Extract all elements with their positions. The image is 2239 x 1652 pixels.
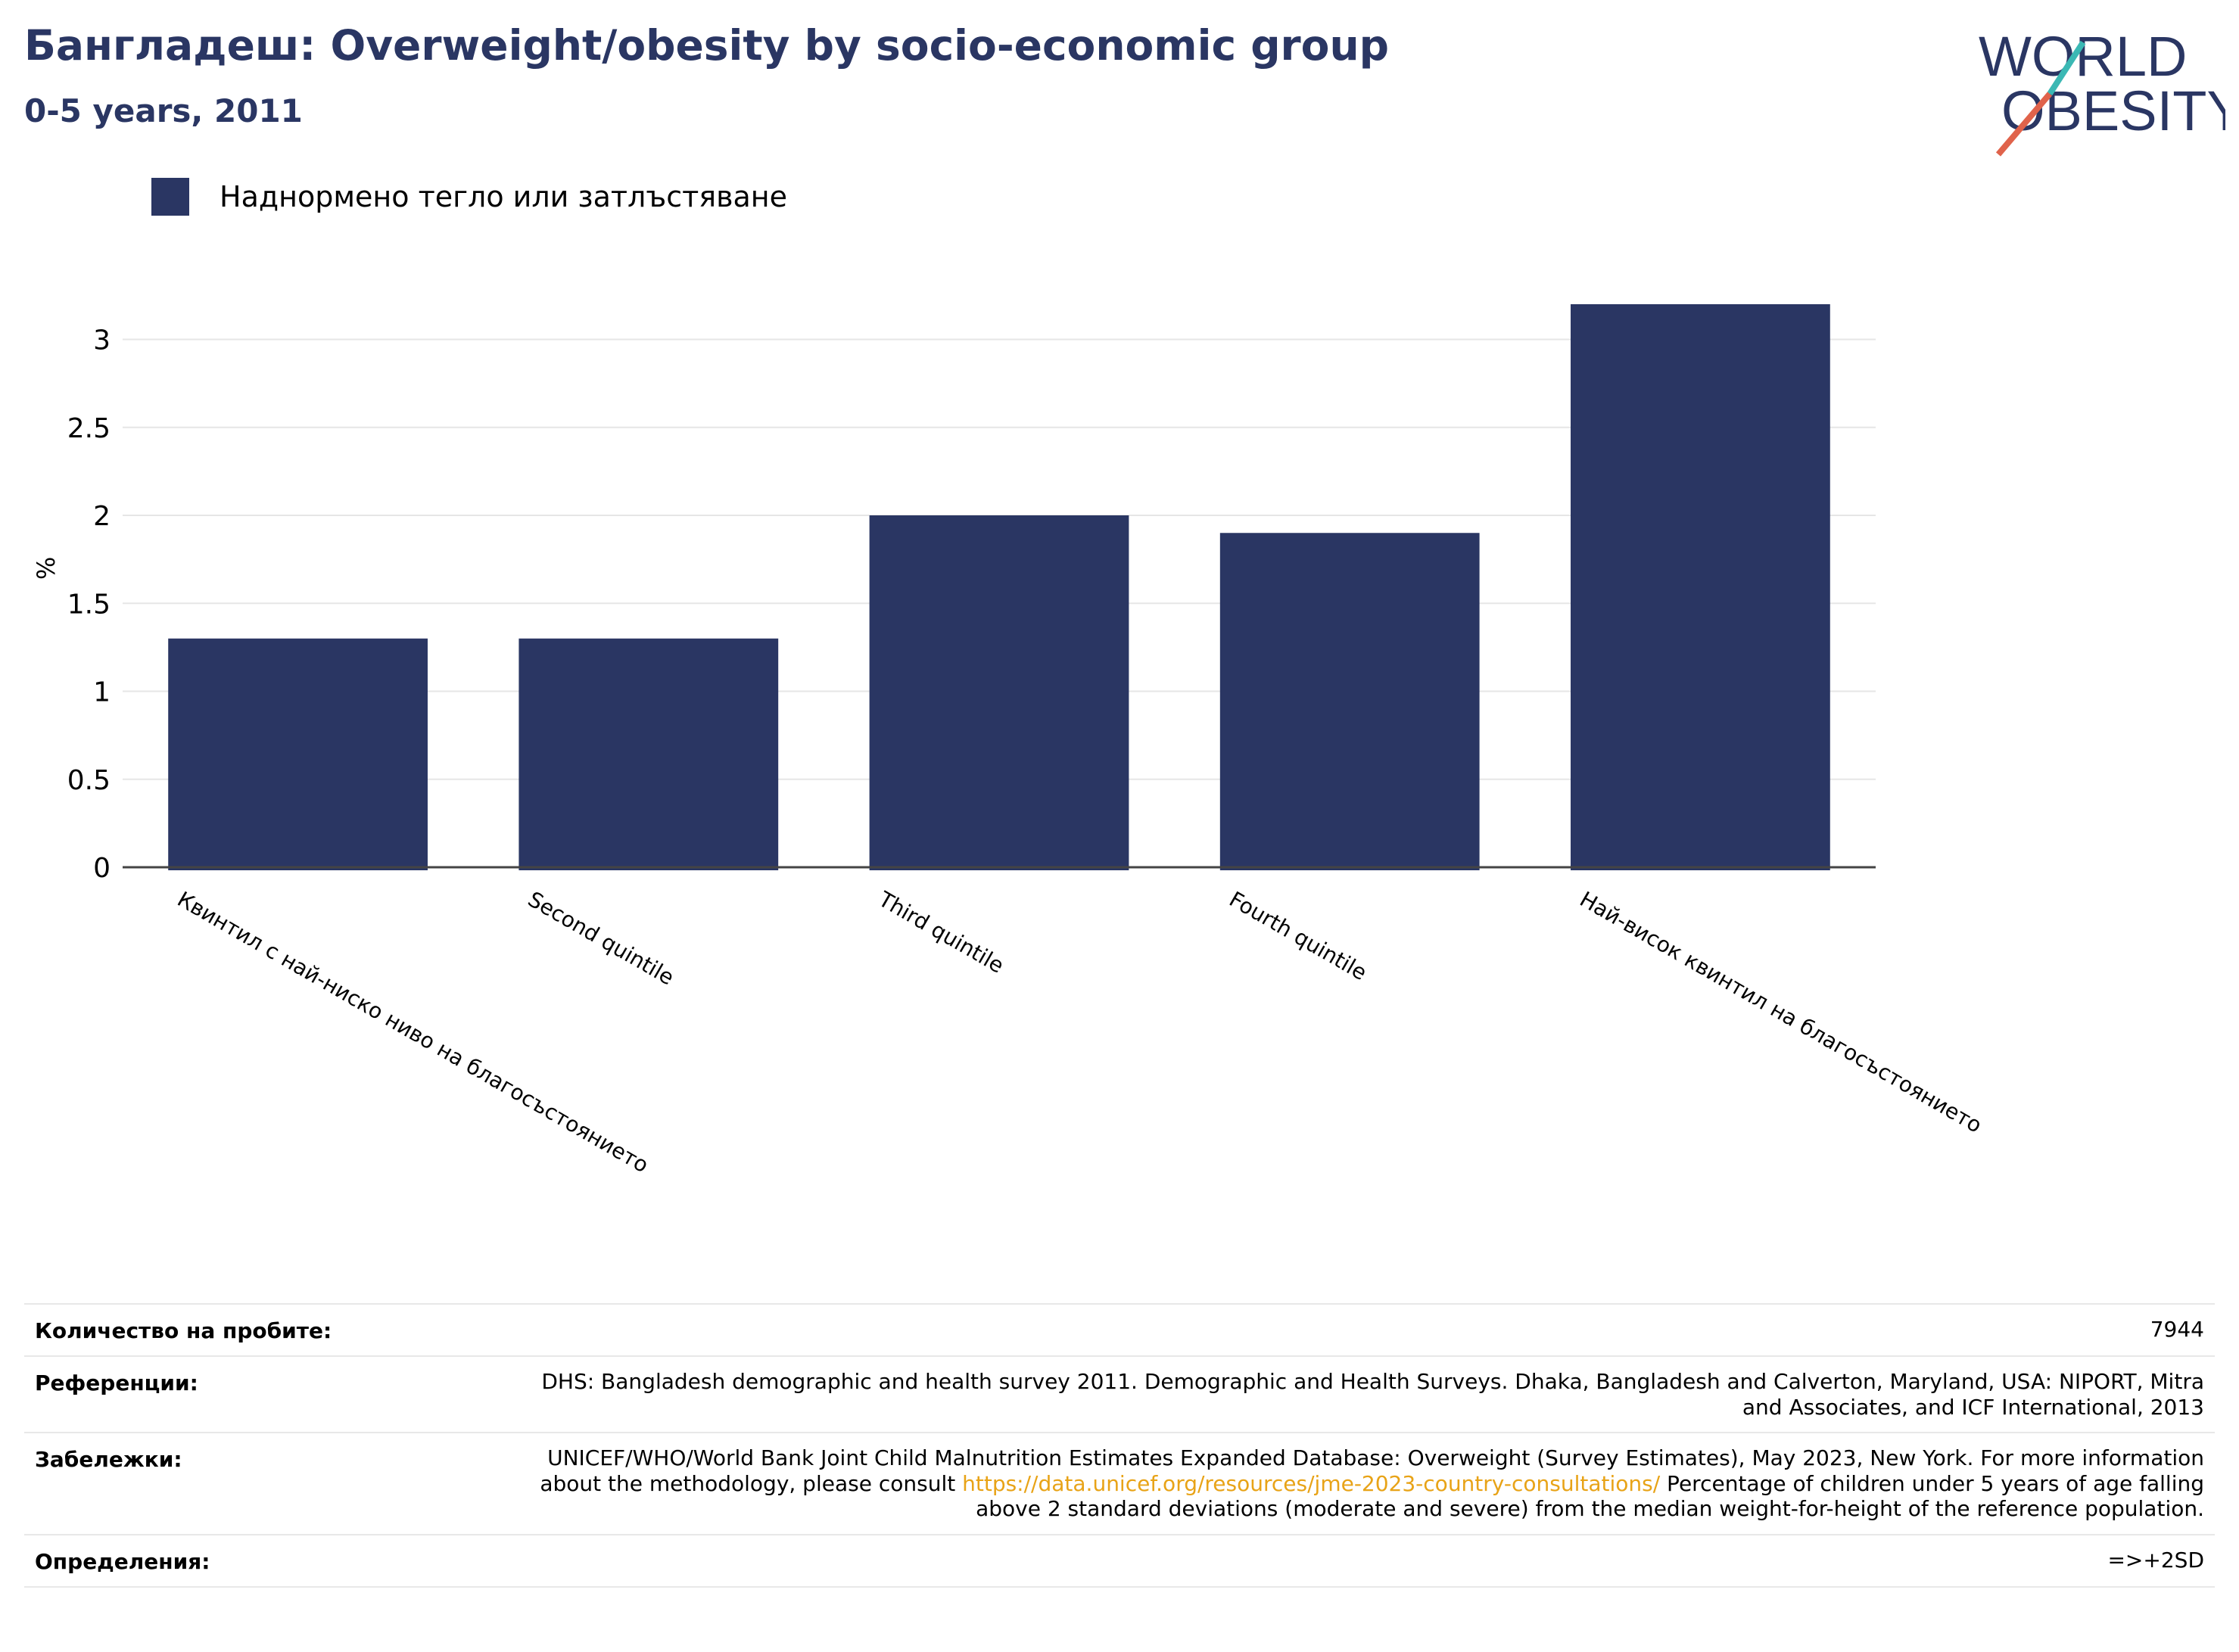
logo-slash-top — [2047, 40, 2086, 96]
bar — [1219, 533, 1480, 870]
notes-text-2: Percentage of children under 5 years of … — [976, 1470, 2204, 1522]
definitions-label: Определения: — [35, 1548, 210, 1574]
bar — [869, 515, 1129, 870]
bar — [168, 638, 428, 870]
meta-row-references: Референции: DHS: Bangladesh demographic … — [24, 1355, 2215, 1432]
legend-label: Наднормено тегло или затлъстяване — [220, 180, 787, 213]
bar — [1571, 304, 1830, 870]
notes-text: UNICEF/WHO/World Bank Joint Child Malnut… — [540, 1445, 2204, 1496]
notes-label: Забележки: — [35, 1447, 182, 1473]
logo-text-world: WORLD — [1979, 25, 2187, 88]
sample-size-label: Количество на пробите: — [35, 1318, 332, 1343]
y-tick-label: 3 — [93, 325, 111, 356]
y-tick-label: 2.5 — [67, 413, 111, 444]
y-axis-label: % — [32, 557, 61, 580]
page-title: Бангладеш: Overweight/obesity by socio-e… — [24, 21, 1389, 70]
meta-row-notes: Забележки: UNICEF/WHO/World Bank Joint C… — [24, 1432, 2215, 1534]
notes-value: UNICEF/WHO/World Bank Joint Child Malnut… — [539, 1445, 2204, 1522]
y-tick-label: 1 — [93, 677, 111, 708]
definitions-value: =>+2SD — [2107, 1547, 2204, 1573]
references-label: Референции: — [35, 1370, 198, 1395]
sample-size-value: 7944 — [2150, 1317, 2204, 1342]
logo-slash-bottom — [1995, 92, 2053, 157]
x-tick-label: Third quintile — [873, 886, 1008, 978]
y-tick-label: 0.5 — [67, 765, 111, 796]
meta-row-sample: Количество на пробите: 7944 — [24, 1303, 2215, 1355]
notes-link[interactable]: https://data.unicef.org/resources/jme-20… — [962, 1470, 1661, 1496]
bar-chart: 00.511.522.53%Квинтил с най-ниско ниво н… — [32, 304, 1986, 1178]
metadata-table: Количество на пробите: 7944 Референции: … — [24, 1303, 2215, 1588]
x-tick-label: Най-висок квинтил на благосъстоянието — [1576, 886, 1986, 1137]
legend-swatch — [151, 178, 189, 216]
chart-legend: Наднормено тегло или затлъстяване — [151, 176, 787, 218]
y-tick-label: 0 — [93, 853, 111, 884]
y-tick-label: 1.5 — [67, 589, 111, 620]
world-obesity-logo: WORLD OBESITY — [1979, 25, 2225, 157]
y-tick-label: 2 — [93, 501, 111, 532]
bar — [518, 638, 779, 870]
page-subtitle: 0-5 years, 2011 — [24, 92, 303, 129]
x-tick-label: Second quintile — [524, 886, 678, 990]
references-value: DHS: Bangladesh demographic and health s… — [541, 1369, 2204, 1420]
x-tick-label: Fourth quintile — [1225, 886, 1371, 985]
meta-row-definitions: Определения: =>+2SD — [24, 1533, 2215, 1588]
